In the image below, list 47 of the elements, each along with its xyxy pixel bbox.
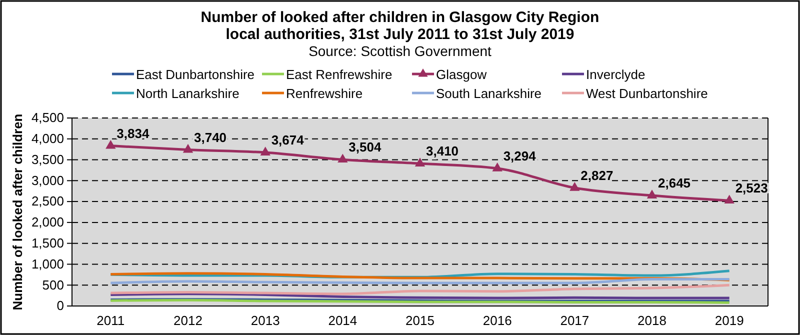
x-tick-label: 2017 (560, 313, 590, 328)
point (182, 144, 194, 153)
chart-title: Number of looked after children in Glasgow City Region local authorities, 31st July 2011 to 31st July 2019 (200, 9, 600, 43)
legend-label: Glasgow (436, 67, 488, 82)
y-tick-label: 2,500 (31, 194, 64, 209)
x-tick-label: 2019 (714, 313, 744, 328)
y-tick-label: 3,000 (31, 172, 64, 188)
data-label: 2,523 (735, 180, 768, 196)
y-tick-label: 500 (42, 277, 64, 292)
x-tick-label: 2014 (328, 313, 358, 328)
chart-subtitle: Source: Scottish Government (308, 43, 492, 59)
data-label: 3,504 (348, 140, 382, 155)
y-tick-label: 4,500 (31, 110, 64, 126)
point (646, 190, 658, 198)
point (570, 182, 580, 191)
y-axis-title: Number of looked after children (10, 114, 25, 310)
x-tick-label: 2011 (96, 313, 125, 328)
legend-label: Inverclyde (586, 67, 646, 82)
legend-label: West Dunbartonshire (586, 86, 708, 101)
data-label: 3,410 (426, 144, 459, 159)
y-tick-label: 4,000 (31, 131, 64, 146)
data-label: 2,645 (658, 176, 691, 190)
data-label: 3,294 (503, 148, 537, 164)
x-tick-label: 2018 (638, 313, 666, 328)
legend-label: Renfrewshire (286, 86, 363, 101)
point (414, 158, 426, 166)
y-tick-label: 1,000 (31, 256, 64, 272)
point (260, 146, 270, 156)
x-tick-label: 2016 (482, 313, 512, 328)
legend-label: North Lanarkshire (136, 86, 240, 101)
data-label: 3,834 (116, 126, 150, 141)
x-tick-label: 2015 (406, 313, 434, 328)
x-tick-label: 2013 (250, 313, 280, 328)
y-tick-label: 0 (56, 298, 64, 314)
point (492, 162, 502, 172)
point (724, 194, 734, 204)
y-tick-label: 1,500 (31, 235, 64, 250)
y-tick-label: 2,000 (31, 214, 64, 230)
x-tick-label: 2012 (174, 313, 202, 328)
legend-label: East Renfrewshire (286, 67, 392, 82)
data-label: 2,827 (580, 168, 614, 183)
line-series (109, 284, 731, 296)
legend-label: East Dunbartonshire (136, 67, 255, 82)
legend-label: South Lanarkshire (436, 86, 542, 101)
point (106, 140, 116, 149)
point (338, 154, 348, 163)
y-tick-label: 3,500 (31, 152, 64, 167)
